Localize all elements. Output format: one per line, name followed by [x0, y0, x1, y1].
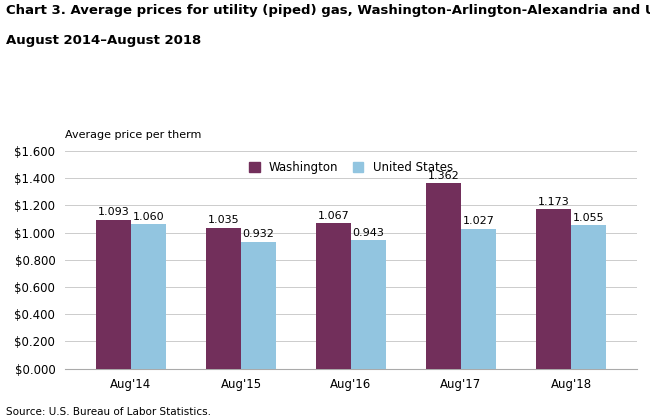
Bar: [536, 209, 571, 369]
Text: 1.173: 1.173: [538, 197, 569, 207]
Bar: [351, 241, 386, 369]
Bar: [131, 225, 166, 369]
Text: August 2014–August 2018: August 2014–August 2018: [6, 34, 202, 47]
Text: 1.035: 1.035: [207, 215, 239, 225]
Text: 1.055: 1.055: [573, 212, 604, 222]
Bar: [571, 225, 606, 369]
Text: Average price per therm: Average price per therm: [65, 130, 202, 140]
Text: 0.932: 0.932: [242, 229, 274, 239]
Legend: Washington, United States: Washington, United States: [244, 157, 458, 179]
Bar: [241, 242, 276, 369]
Text: 1.060: 1.060: [133, 212, 164, 222]
Bar: [316, 223, 351, 369]
Bar: [461, 229, 496, 369]
Text: 0.943: 0.943: [353, 228, 385, 238]
Text: 1.067: 1.067: [318, 211, 349, 221]
Text: 1.027: 1.027: [463, 217, 495, 226]
Text: 1.362: 1.362: [428, 171, 460, 181]
Bar: [426, 183, 461, 369]
Text: Chart 3. Average prices for utility (piped) gas, Washington-Arlington-Alexandria: Chart 3. Average prices for utility (pip…: [6, 4, 650, 17]
Bar: [206, 228, 241, 369]
Bar: [96, 220, 131, 369]
Text: Source: U.S. Bureau of Labor Statistics.: Source: U.S. Bureau of Labor Statistics.: [6, 407, 211, 417]
Text: 1.093: 1.093: [98, 207, 129, 217]
